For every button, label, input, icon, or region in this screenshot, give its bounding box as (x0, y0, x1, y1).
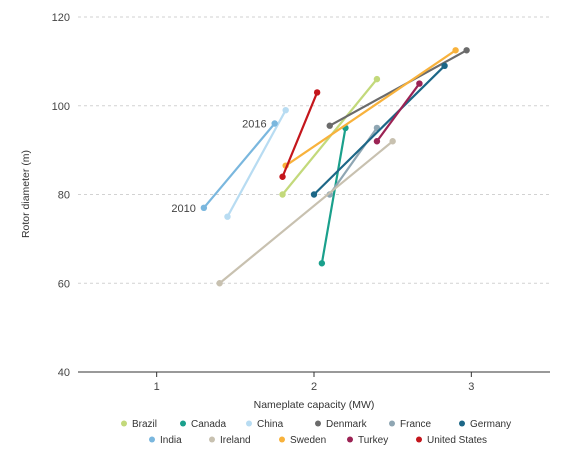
legend-item: Turkey (347, 435, 388, 446)
legend-marker (347, 436, 353, 443)
x-axis-label: Nameplate capacity (MW) (254, 399, 375, 411)
y-tick-label: 60 (58, 278, 70, 290)
legend: Brazil Canada China Denmark France Germany Ind… (121, 419, 511, 446)
series-united-states (279, 89, 321, 180)
x-tick-label: 1 (154, 381, 160, 393)
data-point (389, 138, 396, 145)
y-tick-labels: 40 60 80 100 120 (52, 12, 70, 379)
legend-label: China (257, 419, 284, 430)
legend-item: Canada (180, 419, 226, 430)
data-point (441, 62, 448, 70)
series-canada (318, 124, 349, 267)
data-point (326, 122, 333, 129)
data-point (373, 75, 381, 83)
data-point (313, 89, 321, 96)
data-point (216, 280, 223, 287)
legend-marker (459, 420, 465, 427)
series-india (200, 120, 278, 212)
legend-item: United States (416, 435, 487, 446)
annotation-label: 2016 (242, 119, 266, 131)
data-point (452, 47, 459, 54)
data-point (282, 106, 289, 114)
y-tick-label: 100 (52, 101, 70, 113)
data-point (200, 204, 208, 212)
legend-item: Sweden (279, 435, 326, 446)
series-ireland (216, 138, 396, 287)
x-tick-labels: 1 2 3 (154, 372, 474, 393)
series-line (375, 82, 421, 143)
series-line (281, 91, 319, 178)
legend-item: Denmark (315, 419, 368, 430)
series-line (202, 122, 276, 209)
data-point (271, 120, 278, 127)
legend-marker (209, 436, 215, 443)
series-line (218, 140, 394, 285)
x-tick-label: 2 (311, 381, 317, 393)
annotations: 2016 2010 (171, 119, 266, 215)
legend-marker (246, 420, 252, 427)
series-line (312, 64, 446, 196)
legend-label: France (400, 419, 432, 430)
legend-item: France (389, 419, 432, 430)
data-point (373, 138, 381, 145)
legend-label: Denmark (326, 419, 368, 430)
legend-item: Brazil (121, 419, 157, 430)
series-turkey (373, 80, 423, 145)
series-lines (200, 47, 470, 287)
x-tick-label: 3 (468, 381, 474, 393)
series-line (226, 109, 287, 218)
series-line (320, 126, 347, 265)
series-line (284, 49, 457, 167)
legend-item: India (149, 435, 182, 446)
y-tick-label: 120 (52, 12, 70, 24)
series-germany (310, 62, 448, 198)
legend-label: Sweden (290, 435, 326, 446)
legend-item: Germany (459, 419, 511, 430)
y-tick-label: 80 (58, 190, 70, 202)
legend-label: Ireland (220, 435, 251, 446)
legend-marker (315, 420, 321, 427)
series-sweden (282, 47, 459, 169)
y-axis-label: Rotor diameter (m) (20, 150, 32, 238)
data-point (279, 173, 286, 180)
series-china (224, 106, 289, 220)
legend-item: Ireland (209, 435, 251, 446)
legend-marker (279, 436, 285, 443)
legend-marker (416, 436, 422, 443)
legend-item: China (246, 419, 284, 430)
legend-label: Canada (191, 419, 226, 430)
data-point (279, 191, 286, 198)
legend-label: Brazil (132, 419, 157, 430)
series-france (326, 124, 381, 198)
legend-label: Germany (470, 419, 511, 430)
legend-label: India (160, 435, 182, 446)
data-point (416, 80, 423, 87)
data-point (318, 260, 326, 267)
legend-label: United States (427, 435, 487, 446)
legend-marker (180, 420, 186, 427)
data-point (224, 213, 231, 220)
legend-label: Turkey (358, 435, 388, 446)
y-tick-label: 40 (58, 367, 70, 379)
data-point (310, 191, 318, 198)
legend-marker (149, 436, 155, 443)
legend-marker (121, 420, 127, 427)
data-point (463, 47, 470, 54)
annotation-label: 2010 (171, 203, 195, 215)
legend-marker (389, 420, 395, 427)
